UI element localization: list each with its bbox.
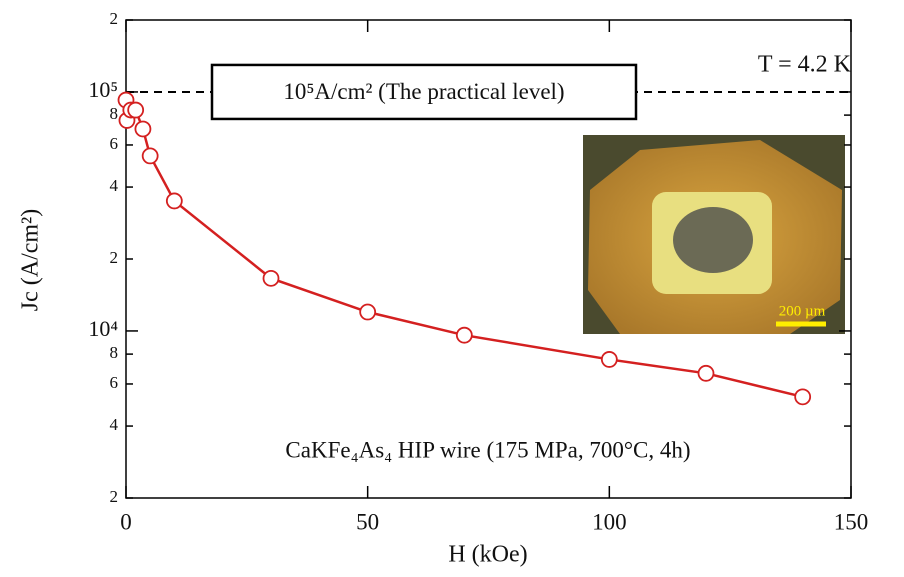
data-point [360,305,375,320]
y-tick-label: 8 [110,104,119,123]
data-point [602,352,617,367]
data-point [143,148,158,163]
y-tick-label: 2 [110,9,119,28]
x-tick-label: 0 [120,509,132,534]
y-tick-label: 6 [110,373,119,392]
y-tick-label: 2 [110,248,119,267]
data-point [457,328,472,343]
data-point [264,271,279,286]
y-tick-label: 10⁴ [88,316,118,341]
y-tick-label: 4 [110,176,119,195]
y-tick-label: 4 [110,415,119,434]
scale-bar-label: 200 µm [779,303,826,319]
data-point [167,193,182,208]
series-label: CaKFe₄As₄ HIP wire (175 MPa, 700°C, 4h) [285,437,690,462]
data-point [795,389,810,404]
temperature-label: T = 4.2 K [758,52,852,78]
data-point [135,121,150,136]
y-tick-label: 6 [110,134,119,153]
y-tick-label: 2 [110,487,119,506]
x-axis-title: H (kOe) [448,542,527,568]
x-tick-label: 50 [356,509,379,534]
data-point [128,103,143,118]
x-tick-label: 150 [834,509,869,534]
y-axis-title: Jc (A/cm²) [18,209,44,312]
chart: 200 µm T = 4.2 K CaKFe₄As₄ HIP wire (175… [0,0,904,572]
x-tick-label: 100 [592,509,627,534]
y-tick-label: 10⁵ [88,77,118,102]
y-tick-label: 8 [110,343,119,362]
reference-label: 10⁵A/cm² (The practical level) [283,79,564,104]
data-point [699,366,714,381]
